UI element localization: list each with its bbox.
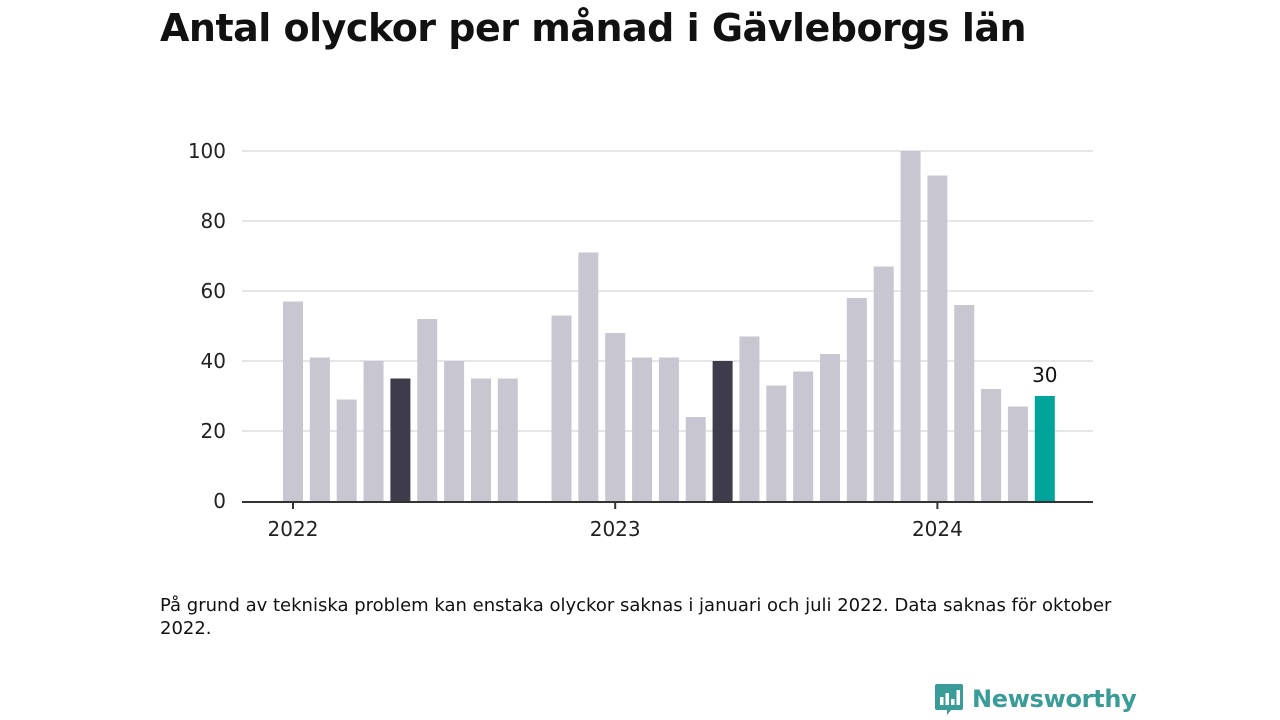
bar-2023-03 (658, 357, 679, 501)
y-tick-label-0: 0 (213, 489, 226, 513)
brand-name: Newsworthy (972, 685, 1137, 713)
labels: 0 20 40 60 80 100 30 2022 2023 2024 (188, 139, 1058, 541)
bar-2023-10 (846, 298, 867, 501)
axes (242, 501, 1093, 509)
bar-2022-11 (551, 315, 572, 501)
newsworthy-logo-icon (935, 684, 963, 715)
bar-2023-08 (793, 371, 814, 501)
bar-2022-07 (444, 361, 465, 501)
bar-2023-04 (685, 417, 706, 501)
bars (283, 151, 1055, 501)
bar-2023-02 (632, 357, 653, 501)
chart-title: Antal olyckor per månad i Gävleborgs län (160, 6, 1027, 50)
y-tick-label-80: 80 (201, 209, 226, 233)
y-tick-label-20: 20 (201, 419, 226, 443)
bar-2024-01 (927, 175, 948, 501)
value-label-2024-05: 30 (1032, 363, 1057, 387)
bar-2023-01 (605, 333, 626, 501)
bar-2024-02 (954, 305, 975, 501)
bar-2023-06 (739, 336, 760, 501)
y-tick-label-100: 100 (188, 139, 226, 163)
bar-2023-12 (900, 151, 921, 501)
bar-2023-05 (712, 361, 733, 501)
bar-2022-02 (309, 357, 330, 501)
y-tick-label-60: 60 (201, 279, 226, 303)
bar-2024-04 (1007, 406, 1028, 501)
bar-2022-04 (363, 361, 384, 501)
x-tick-label-2022: 2022 (268, 517, 319, 541)
bar-2023-11 (873, 266, 894, 501)
bar-2022-12 (578, 252, 599, 501)
bar-2023-09 (820, 354, 840, 501)
footnote: På grund av tekniska problem kan enstaka… (160, 595, 1112, 639)
x-tick-label-2024: 2024 (912, 517, 963, 541)
bar-2022-06 (417, 319, 438, 501)
newsworthy-logo[interactable]: Newsworthy (934, 682, 1137, 716)
bar-2024-03 (981, 389, 1002, 501)
bar-2024-05 (1034, 396, 1055, 501)
x-tick-label-2023: 2023 (590, 517, 641, 541)
bar-2022-09 (497, 378, 518, 501)
bar-2022-05 (390, 378, 411, 501)
y-tick-label-40: 40 (201, 349, 226, 373)
bar-2023-07 (766, 385, 787, 501)
bar-2022-01 (283, 301, 303, 501)
bar-2022-08 (470, 378, 491, 501)
bar-2022-03 (336, 399, 357, 501)
